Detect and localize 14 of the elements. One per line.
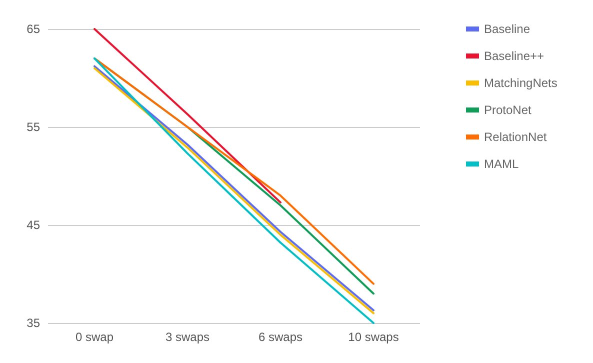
x-tick-label: 10 swaps (348, 330, 399, 344)
legend-label: MatchingNets (484, 76, 558, 90)
y-tick-label: 55 (26, 120, 40, 134)
legend-label: Baseline (484, 22, 530, 36)
legend-label: RelationNet (484, 130, 548, 144)
legend-label: ProtoNet (484, 103, 532, 117)
x-tick-label: 0 swap (75, 330, 114, 344)
legend-label: Baseline++ (484, 49, 544, 63)
x-tick-label: 6 swaps (258, 330, 303, 344)
y-tick-label: 35 (26, 316, 40, 330)
x-tick-label: 3 swaps (165, 330, 210, 344)
legend-label: MAML (484, 157, 519, 171)
y-tick-label: 45 (26, 218, 40, 232)
y-tick-label: 65 (26, 22, 40, 36)
